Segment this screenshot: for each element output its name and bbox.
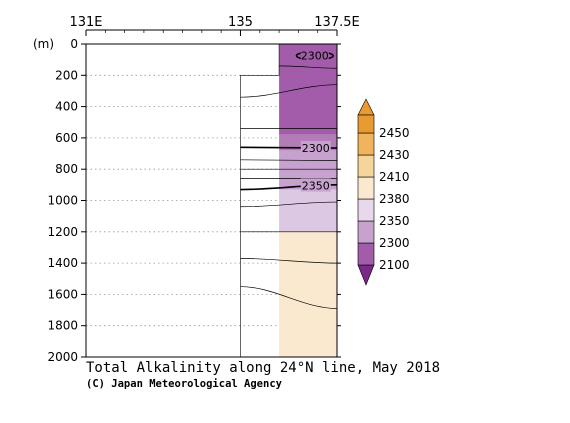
y-tick-label: 1400: [47, 256, 78, 270]
contour-line: [279, 65, 337, 69]
y-tick-label: 2000: [47, 350, 78, 364]
y-tick-label: 600: [55, 131, 78, 145]
y-tick-label: 1000: [47, 194, 78, 208]
legend-swatch: [357, 176, 375, 200]
y-tick-label: 200: [55, 68, 78, 82]
contour-label: 2350: [302, 180, 330, 193]
legend-label: 2350: [379, 214, 410, 228]
y-tick-label: 0: [70, 37, 78, 51]
contour-line: [240, 201, 337, 208]
legend-arrow-high: [357, 98, 375, 116]
contour-label-bg: [300, 48, 329, 62]
legend-label: 2450: [379, 126, 410, 140]
contour-line: [240, 258, 337, 264]
contour-line: [240, 286, 337, 309]
x-tick-label: 137.5E: [314, 15, 359, 30]
plot-area: 2300 2300 2350: [86, 43, 338, 358]
x-tick-label: 135: [228, 15, 253, 30]
contour-label: 2300: [302, 142, 330, 155]
y-tick-label: 1600: [47, 287, 78, 301]
color-band: [279, 189, 337, 232]
y-tick-label: 400: [55, 100, 78, 114]
x-tick-label: 131E: [69, 15, 102, 30]
legend-label: 2430: [379, 148, 410, 162]
y-tick-label: 1800: [47, 319, 78, 333]
legend-swatch: [357, 220, 375, 244]
legend-label: 2300: [379, 236, 410, 250]
contour-line: [240, 84, 337, 98]
contour-label-bg: [300, 178, 331, 192]
legend-swatch: [357, 132, 375, 156]
legend-label: 2100: [379, 258, 410, 272]
legend-label: 2410: [379, 170, 410, 184]
legend-swatch: [357, 154, 375, 178]
legend-arrow-low: [357, 264, 375, 286]
contour-label: 2300: [301, 50, 329, 63]
legend-swatch: [357, 114, 375, 134]
legend-swatch: [357, 198, 375, 222]
chart-credit: (C) Japan Meteorological Agency: [86, 378, 283, 390]
axes: 0 200 400 600 800 1000 1200 1400 1600 1800 2000 (m)…: [33, 15, 360, 364]
color-band: [279, 231, 337, 357]
contour-label-bg: [300, 140, 331, 154]
chart-title: Total Alkalinity along 24°N line, May 20…: [86, 360, 440, 376]
data-field: 2300 2300 2350: [240, 44, 337, 357]
contour-line: [240, 159, 337, 161]
y-tick-label: 800: [55, 162, 78, 176]
legend-swatch: [357, 242, 375, 266]
y-tick-label: 1200: [47, 225, 78, 239]
legend: 2100 2300 2350 2380 2410 2430 2450: [357, 98, 410, 286]
legend-label: 2380: [379, 192, 410, 206]
y-axis-label: (m): [33, 37, 54, 51]
